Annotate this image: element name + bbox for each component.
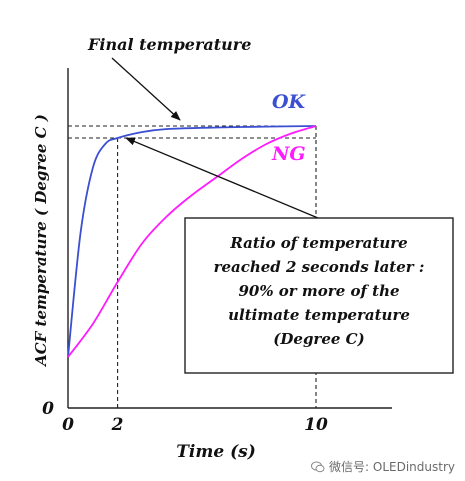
ratio-box-line: (Degree C) [273,330,364,348]
ratio-box-line: reached 2 seconds later : [214,258,425,276]
x-tick-label: 10 [304,415,328,435]
series-line-ok [67,125,317,358]
y-tick-label: 0 [42,399,54,419]
watermark-text: 微信号: OLEDindustry [329,460,455,474]
x-tick-labels: 0 2 10 [62,415,328,435]
wechat-icon [311,461,325,472]
y-tick-labels: 0 [42,399,54,419]
ratio-arrow [125,137,319,219]
series-line-ng [67,125,317,358]
x-tick-label: 2 [111,415,124,435]
ratio-box-line: Ratio of temperature [229,234,407,252]
series-label-ok: OK [272,91,307,113]
ratio-box-line: 90% or more of the [238,282,399,300]
ratio-box-line: ultimate temperature [228,306,410,324]
series-layer [67,125,317,358]
ratio-box-text: Ratio of temperature reached 2 seconds la… [214,234,425,348]
final-temperature-label: Final temperature [87,35,251,54]
watermark: 微信号: OLEDindustry [311,458,455,475]
final-temperature-arrow [111,57,181,121]
ratio-box [184,217,454,374]
x-tick-label: 0 [62,415,74,435]
series-label-ng: NG [271,143,306,165]
y-axis-label: ACF temperature ( Degree C ) [32,114,50,368]
x-axis-label: Time (s) [176,442,256,462]
